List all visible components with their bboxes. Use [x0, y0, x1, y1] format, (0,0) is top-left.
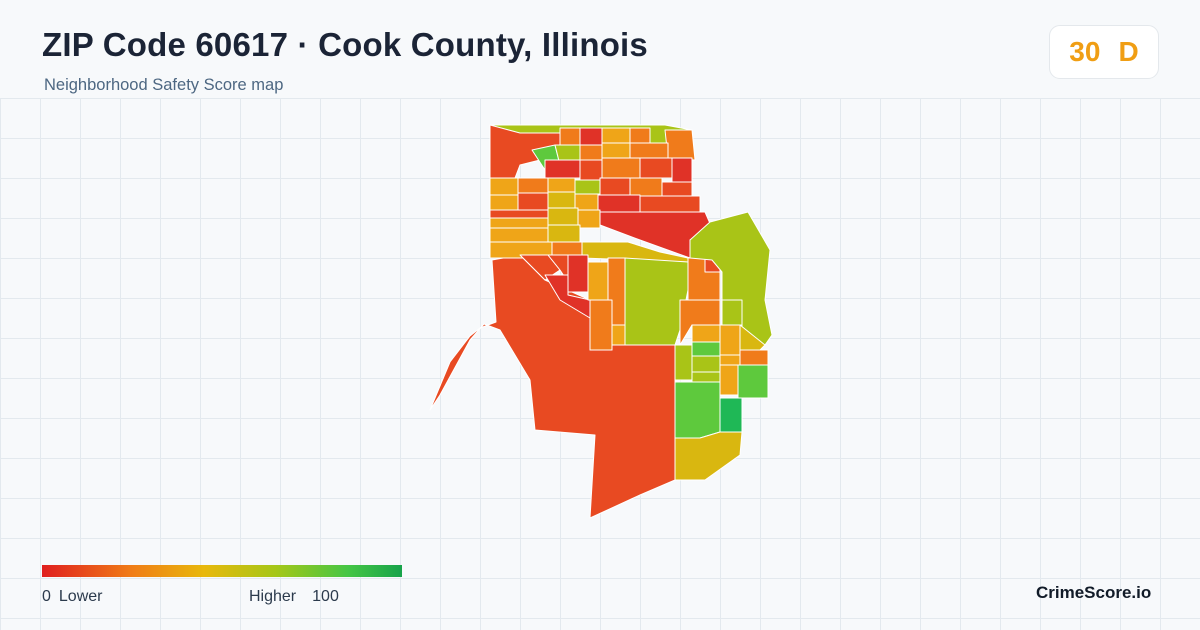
map-region[interactable]	[547, 191, 576, 209]
map-region[interactable]	[721, 299, 743, 326]
map-region[interactable]	[601, 157, 641, 179]
map-region[interactable]	[579, 159, 603, 181]
map-region[interactable]	[629, 142, 669, 159]
map-region[interactable]	[579, 127, 603, 146]
page-title: ZIP Code 60617 · Cook County, Illinois	[42, 26, 648, 63]
map-region[interactable]	[674, 431, 743, 481]
map-region[interactable]	[639, 157, 673, 179]
map-region[interactable]	[719, 397, 743, 433]
map-region[interactable]	[547, 224, 581, 243]
map-region[interactable]	[691, 355, 721, 373]
map-region[interactable]	[599, 177, 631, 196]
map-region[interactable]	[551, 241, 583, 256]
map-region[interactable]	[674, 381, 721, 439]
legend-color-scale	[42, 565, 402, 577]
map-region[interactable]	[629, 127, 651, 144]
map-region[interactable]	[601, 127, 631, 144]
legend-max-label: Higher 100	[249, 588, 339, 606]
map-region[interactable]	[624, 257, 689, 346]
map-region[interactable]	[587, 261, 609, 301]
map-region[interactable]	[629, 177, 663, 197]
map-region[interactable]	[489, 177, 519, 196]
map-region[interactable]	[489, 194, 519, 211]
map-region[interactable]	[567, 254, 589, 293]
map-region[interactable]	[719, 354, 741, 366]
safety-score-badge: 30 D	[1049, 25, 1159, 79]
map-region[interactable]	[674, 344, 693, 381]
map-region[interactable]	[671, 157, 693, 183]
map-region[interactable]	[719, 364, 739, 396]
map-region[interactable]	[739, 349, 769, 366]
map-region[interactable]	[547, 177, 576, 193]
legend-min-label: 0 Lower	[42, 588, 110, 606]
map-region[interactable]	[597, 194, 641, 213]
legend-min-value: 0	[42, 588, 51, 605]
legend-max-text: Higher	[249, 588, 297, 605]
page-subtitle: Neighborhood Safety Score map	[44, 76, 284, 94]
map-region[interactable]	[544, 159, 581, 179]
legend-max-value: 100	[312, 588, 339, 605]
score-grade: D	[1118, 36, 1139, 67]
map-region[interactable]	[559, 127, 581, 146]
map-region[interactable]	[611, 324, 626, 346]
map-region[interactable]	[691, 341, 721, 357]
map-region[interactable]	[489, 209, 549, 219]
map-region[interactable]	[579, 144, 603, 161]
legend-min-text: Lower	[58, 588, 103, 605]
map-region[interactable]	[589, 299, 613, 351]
map-region[interactable]	[547, 207, 579, 226]
brand-logo-text[interactable]: CrimeScore.io	[1036, 583, 1152, 602]
score-value: 30	[1069, 36, 1101, 67]
map-region[interactable]	[577, 209, 601, 229]
map-region[interactable]	[691, 324, 721, 343]
map-region[interactable]	[601, 142, 631, 159]
map-region[interactable]	[517, 192, 549, 211]
map-region[interactable]	[517, 177, 549, 194]
map-region[interactable]	[574, 193, 599, 211]
map-region[interactable]	[737, 364, 769, 399]
map-region[interactable]	[719, 324, 741, 356]
map-region[interactable]	[574, 179, 601, 195]
map-region[interactable]	[664, 129, 696, 161]
map-region[interactable]	[489, 217, 549, 229]
map-region[interactable]	[489, 227, 549, 243]
